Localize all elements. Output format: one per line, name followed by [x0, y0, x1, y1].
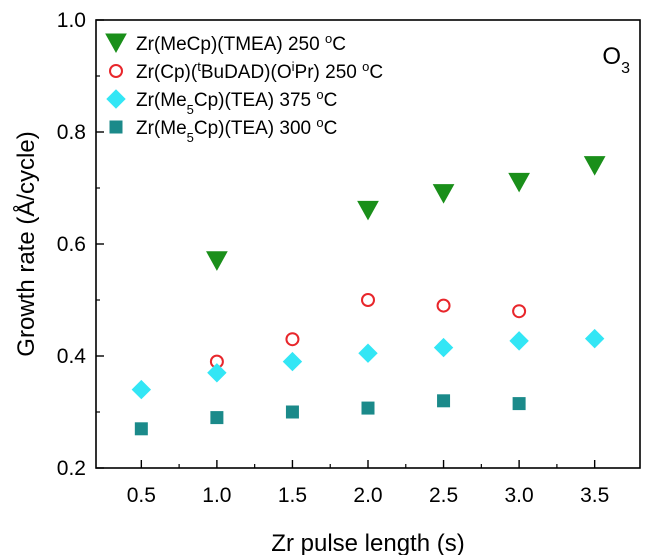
series-2 — [209, 293, 527, 369]
data-point — [509, 331, 529, 351]
x-tick-label: 1.5 — [278, 484, 307, 507]
annotation-main: O — [602, 43, 621, 70]
x-tick-label: 3.5 — [580, 484, 609, 507]
y-tick-label: 0.4 — [57, 345, 87, 368]
legend-label-part: o — [316, 115, 323, 130]
data-point — [433, 337, 454, 358]
legend-label-part: C — [324, 90, 338, 111]
legend-label-part: 5 — [187, 102, 194, 117]
y-tick-label: 0.2 — [57, 457, 86, 480]
legend-label: Zr(Me5Cp)(TEA) 300 oC — [136, 115, 337, 145]
legend-marker — [109, 120, 123, 134]
x-axis-title: Zr pulse length (s) — [271, 530, 464, 555]
data-point — [361, 401, 375, 415]
legend-label-part: o — [325, 31, 332, 46]
y-tick-label: 0.8 — [57, 121, 86, 144]
data-point — [436, 298, 451, 313]
legend-label-part: Cp)(TEA) 375 — [194, 90, 316, 111]
legend: Zr(MeCp)(TMEA) 250 oCZr(Cp)(tBuDAD)(OiPr… — [105, 31, 383, 145]
plot-frame — [95, 19, 641, 469]
legend-label-part: BuDAD)(O — [201, 62, 292, 83]
data-point — [131, 379, 152, 400]
legend-label-part: Pr) 250 — [295, 62, 363, 83]
data-point — [437, 394, 451, 408]
data-point — [583, 156, 606, 176]
axis-ticks: 0.5 1.0 1.5 2.0 2.5 3.0 3.5 0.2 0.4 0.6 0.8 1.0 — [57, 9, 609, 507]
series-4 — [134, 394, 526, 436]
legend-marker — [109, 64, 123, 78]
legend-label-part: Cp)(TEA) 300 — [194, 118, 316, 139]
x-tick-label: 1.0 — [202, 484, 231, 507]
y-tick-label: 0.6 — [57, 233, 86, 256]
data-point — [358, 343, 378, 363]
data-point — [584, 328, 605, 349]
data-point — [357, 200, 379, 221]
x-tick-label: 2.0 — [353, 484, 382, 507]
data-point — [282, 351, 303, 372]
legend-label-part: Zr(Me — [136, 90, 187, 111]
y-tick-label: 1.0 — [57, 9, 86, 32]
legend-label-part: C — [332, 34, 346, 55]
data-point — [432, 184, 455, 204]
x-tick-label: 2.5 — [429, 484, 458, 507]
legend-label-part: o — [362, 59, 369, 74]
data-point — [512, 304, 527, 319]
data-point — [207, 363, 227, 383]
x-tick-label: 3.0 — [505, 484, 534, 507]
annotation-subscript: 3 — [621, 60, 630, 77]
data-point — [361, 293, 375, 307]
data-point — [512, 397, 526, 411]
legend-label-part: i — [292, 59, 295, 74]
series-1 — [206, 156, 606, 271]
data-point — [508, 172, 530, 193]
x-tick-label: 0.5 — [127, 484, 156, 507]
legend-marker — [106, 89, 126, 109]
legend-label-part: C — [369, 62, 383, 83]
series-3 — [131, 328, 605, 400]
data-point — [285, 405, 299, 419]
data-point — [206, 251, 228, 271]
data-point — [285, 332, 300, 347]
legend-label-part: o — [316, 87, 323, 102]
data-marks — [131, 156, 606, 436]
legend-label-part: Zr(Cp)( — [136, 62, 198, 83]
legend-label: Zr(Cp)(tBuDAD)(OiPr) 250 oC — [136, 59, 383, 84]
legend-label: Zr(Me5Cp)(TEA) 375 oC — [136, 87, 337, 117]
legend-label-part: 5 — [187, 130, 194, 145]
ozone-annotation: O3 — [602, 43, 630, 77]
legend-label-part: Zr(Me — [136, 118, 187, 139]
legend-marker — [105, 33, 127, 54]
legend-label-part: Zr(MeCp)(TMEA) 250 — [136, 34, 325, 55]
data-point — [210, 411, 224, 425]
legend-label: Zr(MeCp)(TMEA) 250 oC — [136, 31, 346, 56]
legend-label-part: t — [197, 59, 201, 74]
data-point — [134, 422, 148, 436]
y-axis-title: Growth rate (Å/cycle) — [12, 131, 40, 356]
legend-label-part: C — [324, 118, 338, 139]
